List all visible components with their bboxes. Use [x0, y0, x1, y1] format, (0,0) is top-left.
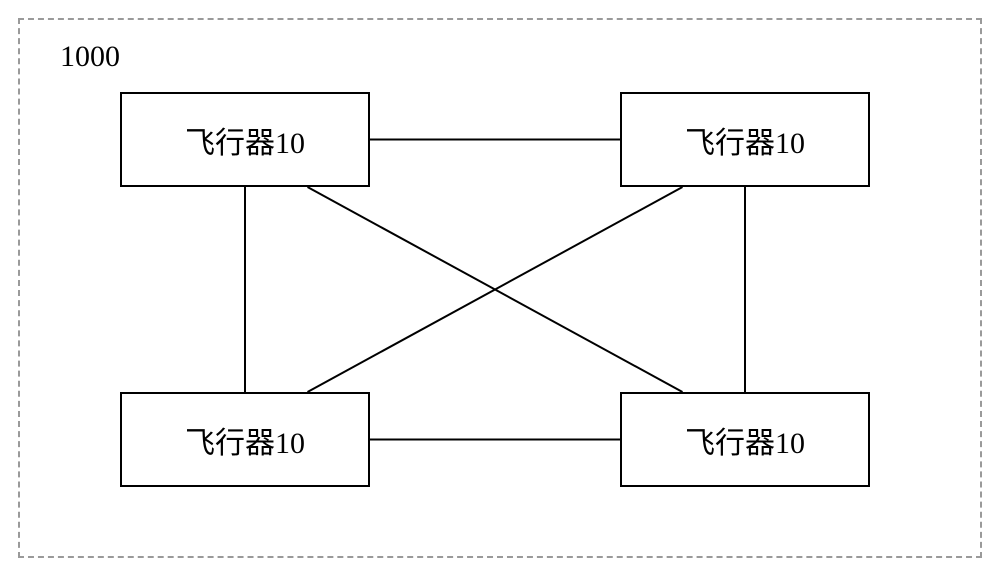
node-label: 飞行器10 [685, 418, 805, 462]
diagram-canvas: 1000 飞行器10 飞行器10 飞行器10 飞行器10 [0, 0, 1000, 581]
system-id-label: 1000 [60, 40, 120, 74]
node-label: 飞行器10 [685, 118, 805, 162]
node-bl: 飞行器10 [120, 392, 370, 487]
node-label: 飞行器10 [185, 418, 305, 462]
node-tr: 飞行器10 [620, 92, 870, 187]
node-tl: 飞行器10 [120, 92, 370, 187]
node-label: 飞行器10 [185, 118, 305, 162]
node-br: 飞行器10 [620, 392, 870, 487]
